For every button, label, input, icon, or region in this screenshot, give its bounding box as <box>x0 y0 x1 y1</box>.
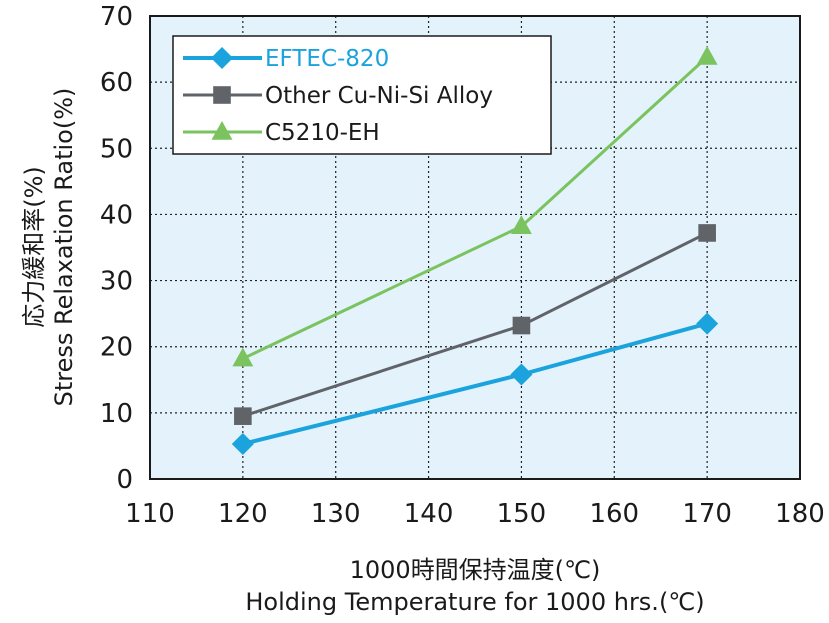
y-tick-label: 70 <box>100 2 133 32</box>
square-marker <box>213 86 231 104</box>
triangle-marker <box>211 121 233 140</box>
triangle-marker <box>232 347 254 367</box>
tick-labels: 110 120 130 140 150 160 170 180 0 10 20 30 40 50 60 70 <box>100 2 825 529</box>
square-marker <box>512 316 531 335</box>
square-marker <box>698 224 716 242</box>
legend-item-0: EFTEC-820 <box>183 46 389 72</box>
x-tick-label: 130 <box>311 499 361 529</box>
x-tick-label: 120 <box>218 499 268 529</box>
legend-label: Other Cu-Ni-Si Alloy <box>265 83 493 109</box>
x-axis-title-ja: 1000時間保持温度(℃) <box>350 556 601 584</box>
x-tick-label: 160 <box>589 499 639 529</box>
y-tick-label: 10 <box>100 399 133 429</box>
y-tick-label: 60 <box>100 68 133 98</box>
square-marker <box>234 407 252 425</box>
y-tick-label: 40 <box>100 200 133 230</box>
diamond-marker <box>510 363 533 386</box>
y-tick-label: 20 <box>100 333 133 363</box>
x-tick-label: 170 <box>682 499 732 529</box>
legend-item-2: C5210-EH <box>183 120 380 146</box>
y-tick-label: 0 <box>116 465 133 495</box>
series-2 <box>232 46 718 367</box>
x-axis-title-en: Holding Temperature for 1000 hrs.(℃) <box>245 588 704 616</box>
x-tick-label: 110 <box>125 499 175 529</box>
diamond-marker <box>211 47 233 69</box>
diamond-marker <box>696 312 719 335</box>
triangle-marker <box>696 46 718 65</box>
legend-label: EFTEC-820 <box>265 46 389 72</box>
y-axis-title-en: Stress Relaxation Ratio(%) <box>50 88 78 407</box>
y-tick-label: 30 <box>100 267 133 297</box>
x-tick-label: 150 <box>497 499 547 529</box>
y-tick-label: 50 <box>100 134 133 164</box>
x-tick-label: 180 <box>775 499 825 529</box>
legend-label: C5210-EH <box>265 120 380 146</box>
triangle-marker <box>510 215 532 235</box>
x-tick-label: 140 <box>404 499 454 529</box>
series-layer <box>231 46 719 455</box>
legend: EFTEC-820 Other Cu-Ni-Si Alloy C5210-EH <box>172 35 552 155</box>
diamond-marker <box>231 432 254 455</box>
y-axis-title-ja: 応力緩和率(%) <box>20 166 48 328</box>
series-1 <box>234 224 716 425</box>
legend-item-1: Other Cu-Ni-Si Alloy <box>183 83 493 109</box>
series-0 <box>231 312 719 455</box>
plot-frame <box>149 15 801 480</box>
